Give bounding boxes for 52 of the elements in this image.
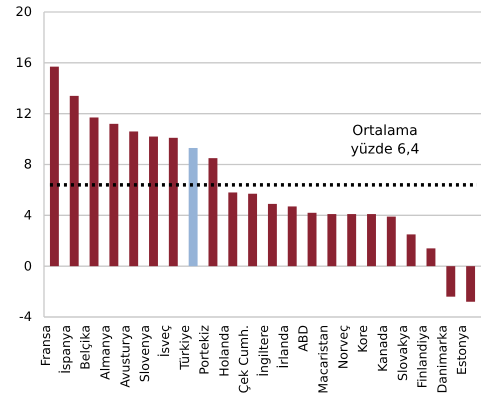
x-tick-label: Kore — [355, 324, 370, 353]
bar — [268, 204, 277, 266]
x-tick-label: Türkiye — [176, 324, 192, 371]
x-tick-label: Norveç — [335, 324, 350, 370]
bar — [109, 124, 118, 266]
bar — [386, 216, 396, 266]
x-tick-label: İrlanda — [276, 325, 291, 368]
y-tick-label: 16 — [15, 56, 32, 71]
bar — [466, 266, 476, 302]
x-tick-label: Macaristan — [315, 325, 330, 394]
y-tick-label: 0 — [24, 259, 32, 274]
y-tick-label: -4 — [19, 310, 32, 326]
bar — [208, 158, 218, 266]
ref-line-label: Ortalama yüzde 6,4 — [350, 122, 420, 158]
bar — [188, 148, 198, 266]
x-tick-label: Çek Cumh. — [236, 325, 252, 394]
bar — [406, 234, 416, 266]
bar — [129, 131, 138, 266]
x-tick-label: İngiltere — [256, 324, 272, 377]
x-tick-label: Slovenya — [137, 325, 152, 382]
y-tick-label: 12 — [15, 106, 32, 122]
x-tick-label: Kanada — [374, 325, 390, 372]
x-tick-label: Finlandiya — [414, 325, 430, 388]
bar — [248, 194, 258, 266]
bar — [90, 117, 98, 266]
bar — [288, 206, 297, 266]
bar — [426, 248, 436, 266]
bar — [446, 266, 456, 297]
x-tick-label: Avusturya — [117, 325, 132, 388]
x-tick-label: İspanya — [58, 325, 73, 374]
bar — [308, 212, 317, 266]
x-tick-label: Fransa — [38, 325, 54, 366]
x-tick-label: Holanda — [216, 325, 232, 377]
bar — [168, 138, 178, 266]
bar — [149, 136, 158, 266]
x-tick-label: Danimarka — [434, 325, 450, 394]
bar — [367, 214, 376, 266]
y-tick-label: 20 — [15, 5, 32, 20]
bar — [327, 214, 336, 266]
bar — [70, 96, 79, 266]
x-tick-label: Estonya — [454, 325, 470, 375]
x-tick-label: Belçika — [78, 325, 93, 370]
x-tick-label: Slovakya — [394, 325, 410, 381]
y-tick-label: 8 — [24, 158, 32, 173]
x-tick-label: Portekiz — [196, 324, 212, 375]
x-tick-label: Almanya — [97, 325, 112, 380]
bar — [347, 214, 356, 266]
bar — [228, 192, 238, 266]
y-tick-label: 4 — [24, 208, 32, 224]
bar — [50, 66, 59, 266]
x-tick-label: İsveç — [156, 324, 172, 358]
x-tick-label: ABD — [296, 325, 311, 352]
